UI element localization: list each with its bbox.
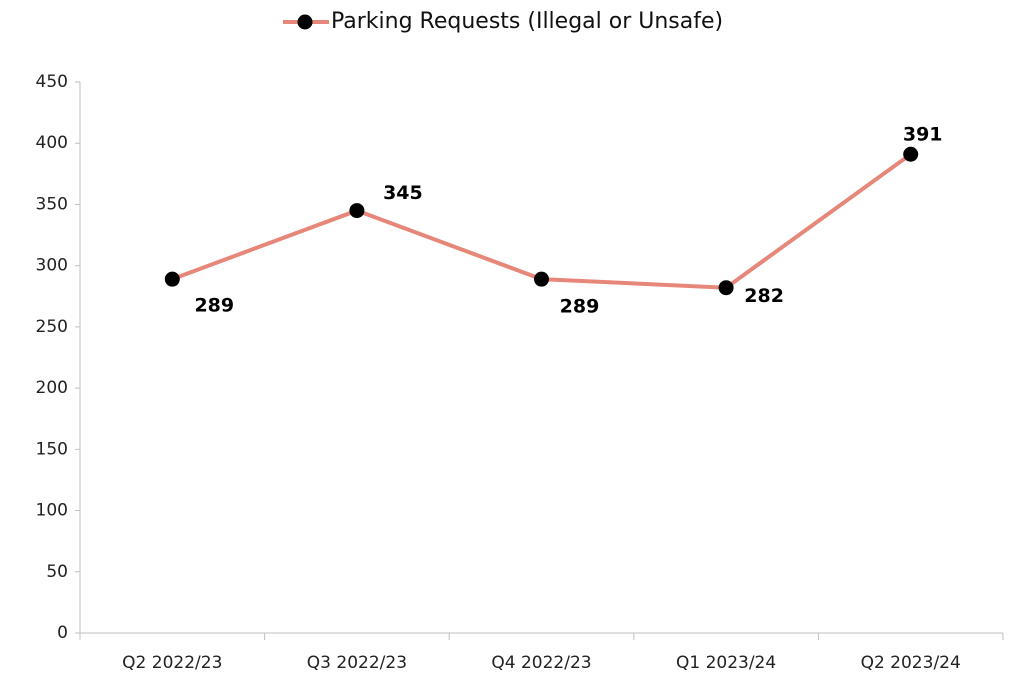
x-tick-label: Q1 2023/24 [676,653,776,673]
x-tick-label: Q4 2022/23 [491,653,591,673]
y-tick-label: 150 [36,439,68,459]
data-label: 345 [383,182,423,204]
data-label: 391 [903,124,943,146]
y-tick-label: 100 [36,501,68,521]
x-tick-label: Q3 2022/23 [307,653,407,673]
marker [718,280,734,296]
y-tick-label: 50 [46,562,68,582]
y-tick-label: 350 [36,194,68,214]
y-tick-label: 0 [57,623,68,643]
data-label: 282 [744,285,784,307]
y-tick-label: 300 [36,256,68,276]
legend-marker [297,14,313,30]
marker [903,146,919,162]
x-tick-label: Q2 2022/23 [122,653,222,673]
marker [164,271,180,287]
y-tick-label: 250 [36,317,68,337]
data-label: 289 [560,296,600,318]
line [171,152,912,290]
data-label: 289 [194,295,234,317]
y-tick-label: 400 [36,133,68,153]
x-tick-label: Q2 2023/24 [861,653,961,673]
marker [349,203,365,219]
marker [534,271,549,287]
y-tick-label: 200 [36,378,68,398]
legend-label: Parking Requests (Illegal or Unsafe) [331,9,723,34]
y-tick-label: 450 [36,72,68,92]
